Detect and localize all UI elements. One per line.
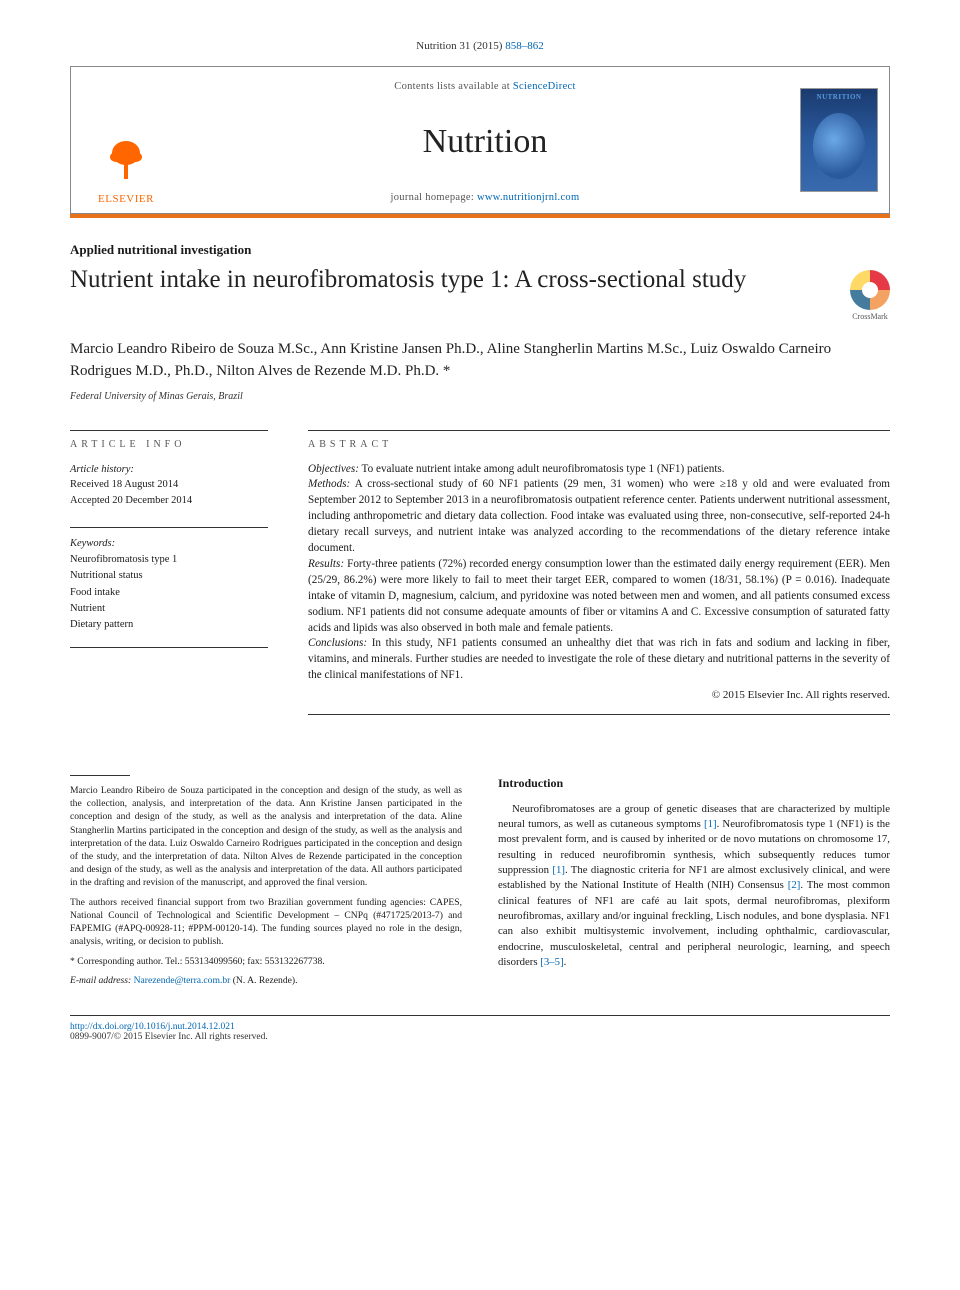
conclusions-label: Conclusions:: [308, 637, 367, 649]
email-label: E-mail address:: [70, 975, 131, 986]
citation-line: Nutrition 31 (2015) 858–862: [70, 40, 890, 52]
affiliation: Federal University of Minas Gerais, Braz…: [70, 391, 890, 402]
info-abstract-row: ARTICLE INFO Article history: Received 1…: [70, 430, 890, 715]
cover-thumb-cell: [789, 67, 889, 213]
article-history: Article history: Received 18 August 2014…: [70, 462, 268, 509]
keywords-label: Keywords:: [70, 536, 268, 552]
objectives-text: To evaluate nutrient intake among adult …: [359, 463, 725, 475]
keyword: Nutrient: [70, 601, 268, 617]
ref-link-1[interactable]: [1]: [704, 818, 717, 830]
info-divider: [70, 527, 268, 528]
title-row: Nutrient intake in neurofibromatosis typ…: [70, 264, 890, 321]
crossmark-icon: [850, 270, 890, 310]
right-column: Introduction Neurofibromatoses are a gro…: [498, 775, 890, 993]
elsevier-logo[interactable]: ELSEVIER: [98, 135, 154, 205]
header-center: Contents lists available at ScienceDirec…: [181, 67, 789, 213]
info-divider-bottom: [70, 647, 268, 648]
keyword: Nutritional status: [70, 568, 268, 584]
doi-link[interactable]: http://dx.doi.org/10.1016/j.nut.2014.12.…: [70, 1022, 235, 1032]
crossmark-label: CrossMark: [852, 312, 888, 321]
elsevier-tree-icon: [102, 135, 150, 191]
homepage-link[interactable]: www.nutritionjrnl.com: [477, 192, 579, 203]
accepted-date: Accepted 20 December 2014: [70, 493, 268, 509]
keyword: Neurofibromatosis type 1: [70, 552, 268, 568]
citation-text: Nutrition 31 (2015): [416, 40, 505, 52]
ref-link-3-5[interactable]: [3–5]: [540, 956, 563, 968]
sciencedirect-link[interactable]: ScienceDirect: [513, 81, 576, 92]
homepage-line: journal homepage: www.nutritionjrnl.com: [181, 192, 789, 203]
abstract-column: ABSTRACT Objectives: To evaluate nutrien…: [308, 430, 890, 715]
email-line: E-mail address: Narezende@terra.com.br (…: [70, 974, 462, 987]
citation-pages-link[interactable]: 858–862: [505, 40, 544, 52]
intro-text: . The most common clinical features of N…: [498, 879, 890, 968]
corresponding-author: * Corresponding author. Tel.: 5531340995…: [70, 955, 462, 968]
contents-line: Contents lists available at ScienceDirec…: [181, 81, 789, 92]
footer-block: http://dx.doi.org/10.1016/j.nut.2014.12.…: [70, 1022, 890, 1042]
received-date: Received 18 August 2014: [70, 477, 268, 493]
elsevier-wordmark: ELSEVIER: [98, 193, 154, 205]
footnote-block: Marcio Leandro Ribeiro de Souza particip…: [70, 784, 462, 987]
results-text: Forty-three patients (72%) recorded ener…: [308, 558, 890, 634]
keyword: Dietary pattern: [70, 617, 268, 633]
funding-statement: The authors received financial support f…: [70, 896, 462, 949]
methods-label: Methods:: [308, 478, 350, 490]
abstract-body: Objectives: To evaluate nutrient intake …: [308, 462, 890, 715]
introduction-paragraph: Neurofibromatoses are a group of genetic…: [498, 802, 890, 971]
conclusions-text: In this study, NF1 patients consumed an …: [308, 637, 890, 681]
journal-title: Nutrition: [181, 123, 789, 161]
publisher-logo-cell: ELSEVIER: [71, 67, 181, 213]
keywords-block: Keywords: Neurofibromatosis type 1 Nutri…: [70, 536, 268, 634]
header-rule: [70, 214, 890, 218]
email-name: (N. A. Rezende).: [230, 975, 297, 986]
issn-copyright: 0899-9007/© 2015 Elsevier Inc. All right…: [70, 1032, 268, 1042]
article-type: Applied nutritional investigation: [70, 242, 890, 258]
methods-text: A cross-sectional study of 60 NF1 patien…: [308, 478, 890, 554]
keyword: Food intake: [70, 585, 268, 601]
copyright-line: © 2015 Elsevier Inc. All rights reserved…: [308, 688, 890, 704]
body-columns: Marcio Leandro Ribeiro de Souza particip…: [70, 775, 890, 993]
homepage-prefix: journal homepage:: [391, 192, 477, 203]
intro-text: .: [564, 956, 567, 968]
article-title: Nutrient intake in neurofibromatosis typ…: [70, 264, 834, 296]
corresponding-email-link[interactable]: Narezende@terra.com.br: [134, 975, 231, 986]
author-contributions: Marcio Leandro Ribeiro de Souza particip…: [70, 784, 462, 890]
journal-header: ELSEVIER Contents lists available at Sci…: [70, 66, 890, 214]
crossmark-badge[interactable]: CrossMark: [850, 270, 890, 321]
abstract-head: ABSTRACT: [308, 430, 890, 450]
history-label: Article history:: [70, 462, 268, 478]
ref-link-1b[interactable]: [1]: [552, 864, 565, 876]
footer-rule: [70, 1015, 890, 1016]
left-column: Marcio Leandro Ribeiro de Souza particip…: [70, 775, 462, 993]
article-info-head: ARTICLE INFO: [70, 430, 268, 450]
objectives-label: Objectives:: [308, 463, 359, 475]
contents-prefix: Contents lists available at: [394, 81, 513, 92]
ref-link-2[interactable]: [2]: [788, 879, 801, 891]
article-info-column: ARTICLE INFO Article history: Received 1…: [70, 430, 268, 715]
introduction-head: Introduction: [498, 775, 890, 792]
authors: Marcio Leandro Ribeiro de Souza M.Sc., A…: [70, 339, 890, 383]
results-label: Results:: [308, 558, 344, 570]
footnote-rule: [70, 775, 130, 776]
journal-cover-thumbnail[interactable]: [800, 88, 878, 192]
